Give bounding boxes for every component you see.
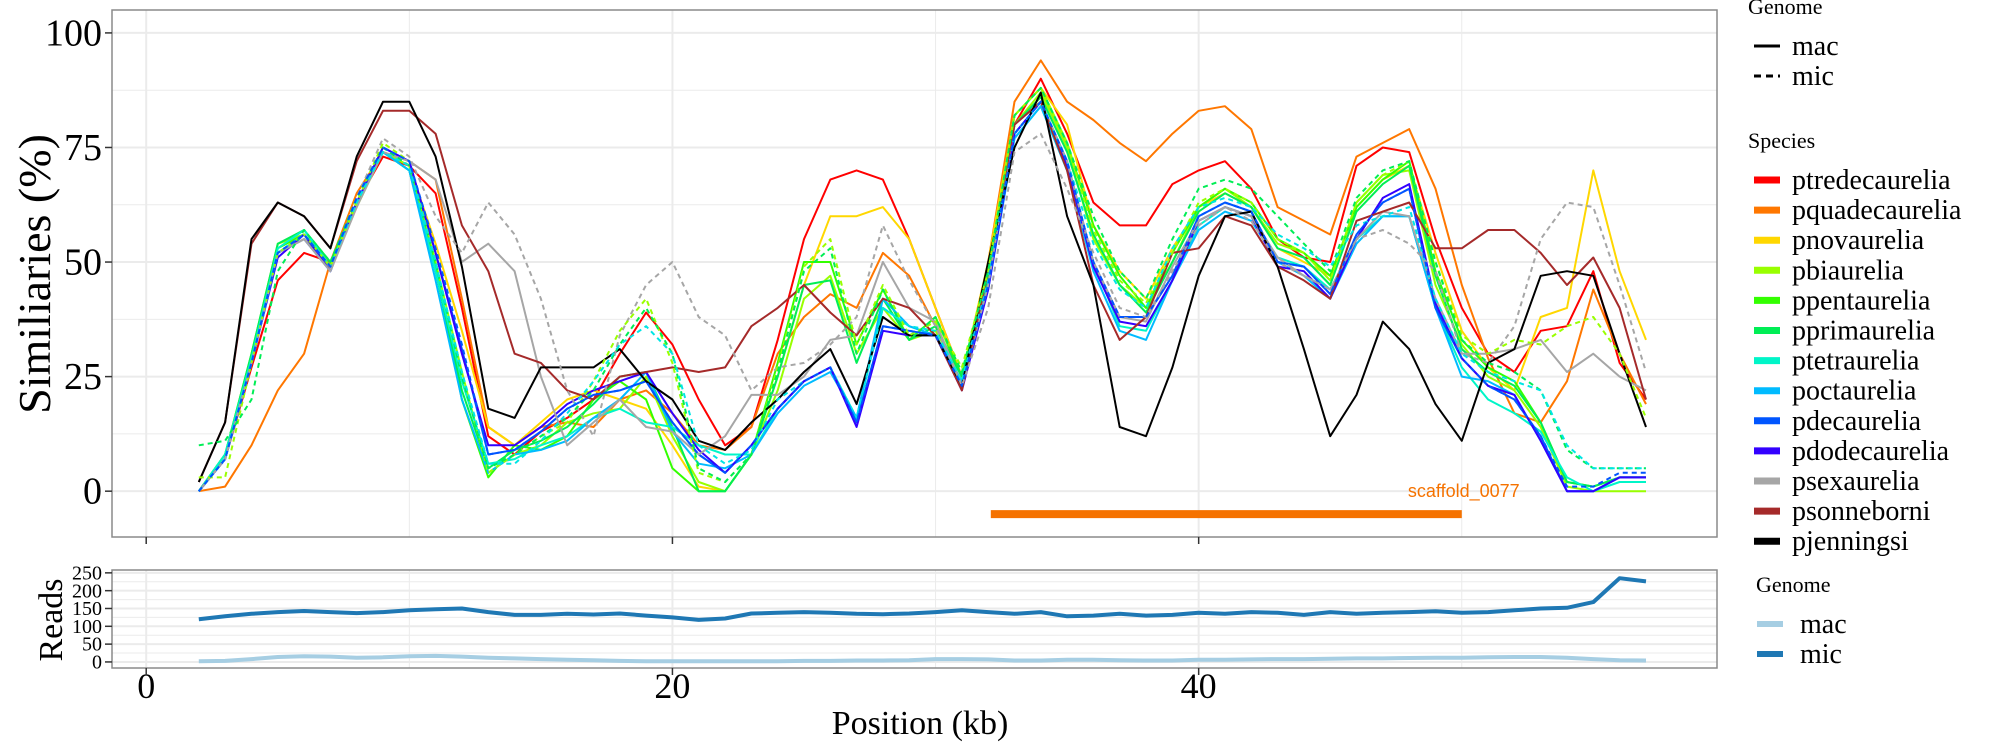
legend-label-reads-mac: mac [1800,609,1847,640]
legend-label-mac: mac [1792,31,1839,62]
y-tick-label: 100 [72,616,102,638]
y-tick-label: 25 [64,356,102,398]
y-tick-label: 0 [92,652,102,674]
y-tick-label: 200 [72,580,102,602]
y-tick-label: 150 [72,598,102,620]
y-tick-label: 75 [64,127,102,169]
y-axis-title-similarity: Similiaries (%) [9,134,60,414]
legend-label-pbiaurelia: pbiaurelia [1792,255,1905,286]
scaffold-label: scaffold_0077 [1408,481,1520,502]
reads-line-mac [198,653,1647,664]
x-tick-label: 0 [137,666,155,706]
panel-border [111,9,1718,538]
y-axis-title-reads: Reads [33,578,70,661]
series-line-pjenningsi-mac [197,91,1647,483]
series-line-pquadecaurelia-mac [198,59,1647,493]
legend-title-genome: Genome [1748,0,1823,19]
reads-line-mic [198,576,1647,622]
y-tick-label: 50 [82,634,102,656]
panel-background [112,10,1717,537]
legend-label-ptredecaurelia: ptredecaurelia [1792,165,1951,196]
legend-label-psexaurelia: psexaurelia [1792,466,1920,497]
legend-label-psonneborni: psonneborni [1792,496,1931,527]
legend-label-pnovaurelia: pnovaurelia [1792,225,1925,256]
legend-label-pdecaurelia: pdecaurelia [1792,406,1922,437]
series-line-pdecaurelia-mic [198,100,1646,492]
legend-label-pquadecaurelia: pquadecaurelia [1792,195,1962,226]
legend-title-reads-genome: Genome [1756,572,1831,597]
legend-label-ptetraurelia: ptetraurelia [1792,346,1920,377]
legend-title-species: Species [1748,128,1815,153]
x-axis-title: Position (kb) [832,705,1009,742]
legend-label-pdodecaurelia: pdodecaurelia [1792,436,1950,467]
series-line-ptetraurelia-mic [198,100,1646,492]
y-tick-label: 0 [83,471,102,513]
legend-label-poctaurelia: poctaurelia [1792,376,1917,407]
legend-label-pjenningsi: pjenningsi [1792,526,1909,557]
panel-background [112,570,1717,668]
series-line-psonneborni-mac [197,100,1647,483]
panel-border [111,569,1718,669]
legend-label-mic: mic [1792,61,1834,92]
legend-label-reads-mic: mic [1800,639,1842,670]
similarity-panel: scaffold_0077 0 25 50 75 100 [45,9,1718,544]
legend-label-pprimaurelia: pprimaurelia [1792,316,1936,347]
y-tick-label: 100 [45,12,102,54]
y-tick-label: 50 [64,242,102,284]
series-line-psexaurelia-mac [198,100,1647,492]
legend-label-ppentaurelia: ppentaurelia [1792,285,1931,316]
y-tick-label: 250 [72,562,102,584]
series-line-psexaurelia-mic [198,132,1647,492]
legend: GenomemacmicSpeciesptredecaureliapquadec… [1748,0,1962,670]
